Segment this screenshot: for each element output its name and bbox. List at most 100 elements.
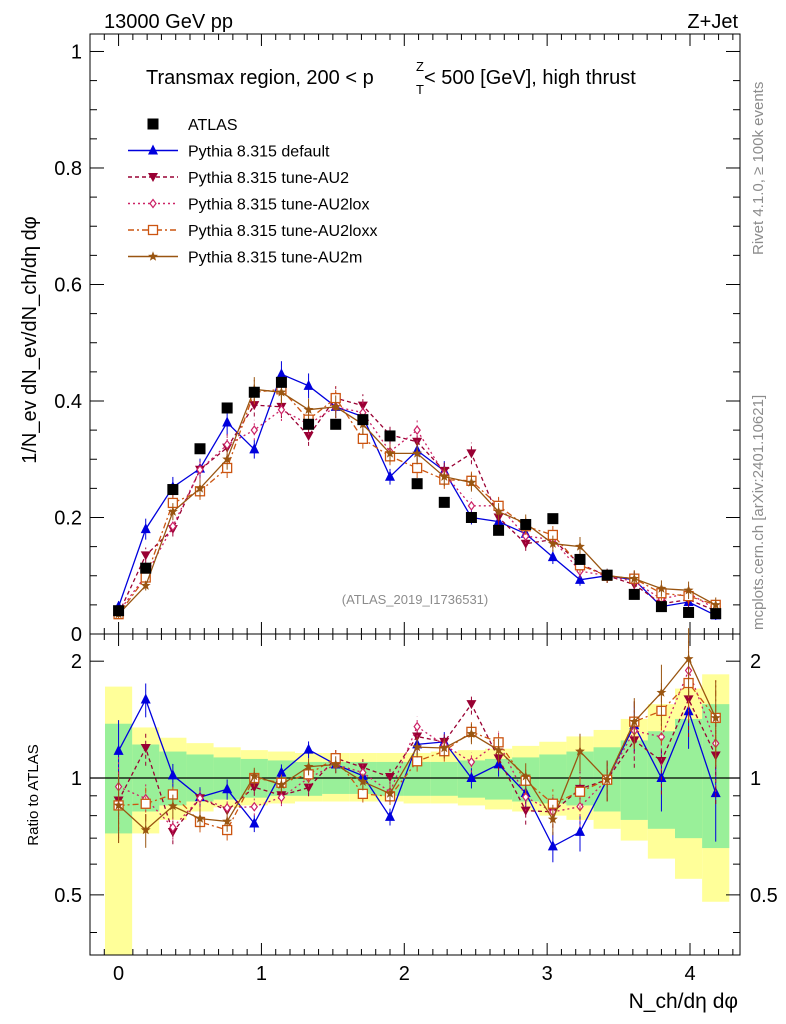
svg-text:Transmax region, 200 < p: Transmax region, 200 < p: [146, 67, 374, 89]
rivet-label: Rivet 4.1.0, ≥ 100k events: [750, 82, 767, 255]
series-0-ratio-point: [249, 817, 260, 828]
series-4-ratio-point: [656, 687, 667, 697]
series-2-point: [169, 521, 177, 532]
series-4-ratio-point: [249, 770, 260, 781]
series-1-ratio-point: [140, 744, 151, 754]
series-1-ratio-point: [249, 783, 260, 793]
series-4-ratio-point: [629, 716, 640, 726]
series-2-ratio-point: [521, 791, 530, 802]
ratio-y-tick-label: 0.5: [54, 885, 82, 907]
ratio-panel: 0 1 2 3 4 0.5 0.5 1 1 2 2: [54, 34, 778, 985]
series-2-ratio-point: [277, 792, 286, 803]
y-tick-label: 0.2: [54, 507, 82, 529]
legend: ATLAS Pythia 8.315 default Pythia 8.315 tu…: [128, 117, 377, 267]
atlas-data-point: [465, 511, 477, 523]
ratio-y-tick-label: 2: [71, 651, 82, 673]
y-axis-label-main: 1/N_ev dN_ev/dN_ch/dη dφ: [19, 216, 41, 464]
process-label: Z+Jet: [687, 11, 738, 33]
series-1-ratio-point: [683, 695, 694, 705]
y-tick-label: 0.4: [54, 391, 82, 413]
series-2-point: [223, 439, 231, 450]
series-4-ratio-point: [493, 745, 504, 755]
series-1-point: [357, 401, 368, 411]
atlas-data-point: [194, 443, 206, 455]
series-2-ratio-point: [196, 793, 204, 804]
legend-marker: [147, 118, 159, 130]
series-0-ratio-point: [575, 825, 585, 836]
series-2-ratio-point: [467, 756, 476, 767]
atlas-data-point: [140, 562, 152, 574]
series-4-ratio-point: [195, 813, 205, 823]
atlas-data-point: [357, 414, 369, 426]
series-0-point: [140, 523, 151, 534]
series-4-ratio-point: [167, 800, 178, 811]
legend-label: Pythia 8.315 tune-AU2m: [188, 250, 362, 267]
site-label: mcplots.cern.ch [arXiv:2401.10621]: [750, 395, 767, 630]
legend-label: ATLAS: [188, 117, 238, 134]
legend-marker: [147, 224, 159, 236]
atlas-data-point: [438, 496, 450, 508]
series-0-point: [547, 551, 558, 562]
title-main: Transmax region, 200 < p: [146, 67, 374, 89]
series-1-ratio-point: [466, 700, 477, 710]
series-4-ratio-point: [412, 741, 423, 752]
series-4-ratio-point: [330, 759, 341, 769]
atlas-data-point: [601, 569, 613, 581]
series-3-ratio-point: [574, 786, 586, 797]
series-4-point: [276, 387, 287, 397]
legend-marker: [148, 251, 158, 261]
series-0-ratio-point: [303, 743, 314, 754]
x-tick-label: 2: [399, 963, 410, 985]
series-1-ratio-point: [520, 806, 531, 816]
series-4-point: [303, 404, 314, 414]
series-4-point: [683, 585, 694, 595]
series-0-ratio-point: [167, 769, 178, 780]
series-4-ratio-point: [276, 779, 287, 789]
atlas-data-point: [303, 418, 315, 430]
series-2-point: [250, 425, 259, 436]
analysis-id: (ATLAS_2019_I1736531): [342, 592, 488, 607]
atlas-data-point: [520, 518, 532, 530]
ratio-frame: [89, 633, 741, 956]
x-tick-label: 1: [256, 963, 267, 985]
series-4-point: [195, 483, 205, 493]
series-4-point: [385, 448, 395, 458]
series-1-ratio-point: [656, 756, 667, 766]
series-1-point: [466, 449, 477, 459]
series-3-point: [411, 462, 423, 474]
series-4-point: [167, 506, 178, 516]
series-1-ratio-point: [385, 773, 395, 783]
series-4-ratio-point: [140, 824, 151, 835]
series-2-point: [196, 464, 204, 475]
x-tick-label: 4: [684, 963, 695, 985]
series-0-ratio-point: [222, 783, 233, 794]
series-2-point: [467, 500, 476, 511]
atlas-data-point: [710, 608, 722, 620]
series-1-point: [140, 551, 151, 561]
series-0-point: [222, 416, 233, 427]
y-tick-label: 0.8: [54, 158, 82, 180]
legend-label: Pythia 8.315 default: [188, 144, 330, 161]
x-axis-label: N_ch/dη dφ: [629, 990, 738, 1013]
series-4-point: [466, 477, 477, 487]
series-0-ratio-point: [276, 766, 287, 777]
series-0-point: [276, 368, 287, 379]
series-0-point: [575, 573, 585, 584]
series-2-point: [277, 404, 286, 415]
series-2-ratio-point: [169, 822, 177, 833]
atlas-data-point: [655, 601, 667, 613]
series-0-ratio-point: [113, 744, 124, 755]
main-panel: 0 0.2 0.4 0.6 0.8 1: [54, 33, 741, 955]
atlas-data-point: [275, 376, 287, 388]
series-4-ratio-point: [683, 653, 694, 664]
series-2-ratio-point: [250, 801, 259, 812]
atlas-data-point: [221, 402, 233, 414]
series-0-ratio-point: [547, 840, 558, 851]
series-1-point: [249, 401, 260, 411]
y-axis-label-text: 1/N_ev dN_ev/dN_ch/dη dφ: [19, 216, 41, 464]
atlas-data-point: [167, 484, 179, 496]
series-4-point: [710, 599, 721, 610]
series-4-ratio-point: [602, 774, 613, 784]
series-3-ratio-point: [357, 788, 369, 800]
